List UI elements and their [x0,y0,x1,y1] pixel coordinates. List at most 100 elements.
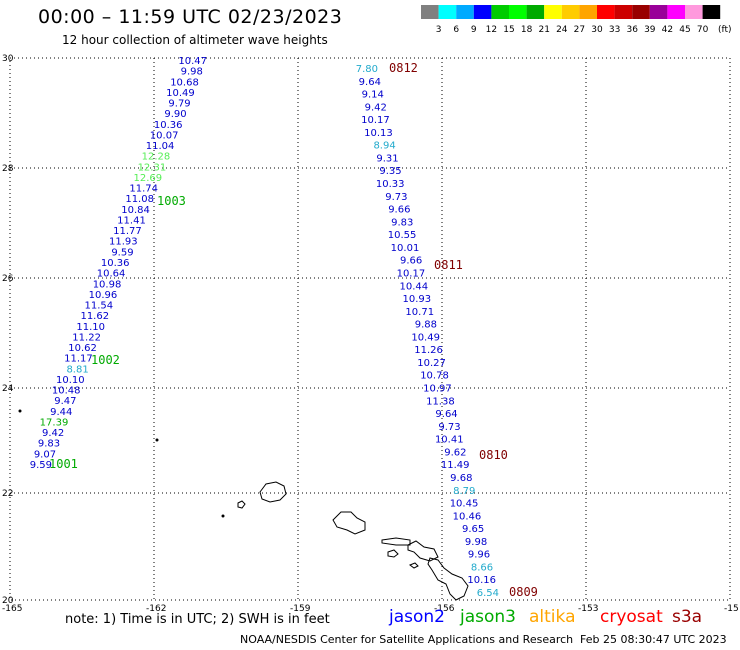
colorbar-swatch [421,5,439,19]
wave-height-value: 9.64 [359,77,381,88]
wave-height-value: 12.28 [142,152,171,163]
wave-height-value: 10.44 [400,281,429,292]
wave-height-value: 9.83 [391,217,413,228]
wave-height-value: 8.66 [471,562,493,573]
wave-height-value: 9.07 [34,449,56,460]
wave-height-value: 10.55 [388,230,417,241]
wave-height-value: 9.42 [42,428,64,439]
page-subtitle: 12 hour collection of altimeter wave hei… [62,33,328,47]
colorbar-swatch [456,5,474,19]
wave-height-value: 9.90 [164,109,186,120]
wave-height-value: 9.83 [38,439,60,450]
page-title: 00:00 – 11:59 UTC 02/23/2023 [38,6,343,28]
wave-height-value: 9.98 [181,67,203,78]
wave-height-value: 9.66 [388,205,410,216]
wave-height-value: 9.62 [444,447,466,458]
island-lanai [387,549,399,558]
island-kahoolawe [408,562,419,569]
wave-height-value: 11.38 [426,396,455,407]
wave-height-value: 12.69 [133,173,162,184]
wave-height-value: 10.10 [56,375,85,386]
colorbar-swatch [649,5,668,19]
wave-height-value: 9.44 [50,407,72,418]
track-time-label: 0809 [509,585,538,599]
colorbar-tick-label: 70 [697,25,709,35]
wave-height-value: 9.98 [465,537,487,548]
wave-height-value: 9.47 [54,396,76,407]
colorbar-tick-label: 9 [471,25,477,35]
wave-height-value: 9.88 [415,320,437,331]
colorbar-tick-label: 30 [591,25,603,35]
colorbar-swatch [544,5,562,19]
colorbar-tick-label: 36 [626,25,638,35]
map-grid: 30 28 26 24 22 20-165 -162 -159 -156 -153 -15 [2,54,739,614]
wave-height-value: 10.36 [154,120,183,131]
colorbar-swatch [526,5,545,19]
wave-height-value: 9.59 [111,247,133,258]
colorbar-tick-label: 12 [486,25,497,35]
colorbar-swatch [632,5,650,19]
wave-height-value: 10.33 [376,179,405,190]
wave-height-value: 11.77 [113,226,142,237]
wave-height-value: 9.96 [468,550,490,561]
lon-tick-label: -165 [2,604,22,614]
wave-height-value: 9.64 [435,409,457,420]
wave-height-value: 17.39 [40,417,69,428]
wave-height-value: 10.07 [150,130,179,141]
altimeter-track-east: 7.80 9.64 9.149.42 10.17 10.13 8.949.31 9.35 10… [356,61,538,599]
islet-dot [155,438,159,442]
map-frame [9,57,731,601]
wave-height-value: 10.62 [68,343,97,354]
track-time-label: 0810 [479,448,508,462]
colorbar-swatch [597,5,615,19]
wave-height-value: 10.13 [364,128,393,139]
wave-height-value: 11.17 [64,354,93,365]
wave-height-value: 10.01 [391,243,420,254]
wave-height-value: 10.36 [101,258,130,269]
colorbar-tick-label: 33 [609,25,620,35]
lon-tick-label: -153 [578,604,598,614]
wave-height-value: 11.22 [72,332,101,343]
satellite-legend-s3a: s3a [672,607,703,627]
wave-height-value: 10.71 [405,307,434,318]
wave-height-value: 11.41 [117,215,146,226]
wave-height-value: 10.49 [166,88,195,99]
island-kauai [259,481,287,503]
colorbar-tick-label: 21 [538,25,549,35]
wave-height-value: 9.68 [450,473,472,484]
wave-height-value: 10.93 [402,294,431,305]
colorbar-tick-label: 18 [521,25,533,35]
colorbar-tick-label: 15 [503,25,514,35]
wave-height-value: 11.62 [80,311,109,322]
wave-height-value: 9.73 [438,422,460,433]
wave-height-value: 12.31 [138,162,167,173]
colorbar-swatch [491,5,509,19]
wave-height-value: 7.80 [356,64,378,75]
generated-timestamp: Feb 25 08:30:47 UTC 2023 [580,633,727,646]
colorbar-tick-label: 24 [556,25,568,35]
lat-tick-label: 26 [2,274,14,284]
colorbar-swatch [667,5,685,19]
colorbar-swatch [509,5,527,19]
wave-height-value: 11.93 [109,237,138,248]
satellite-legend-jason2: jason2 [389,607,445,627]
satellite-legend-cryosat: cryosat [600,607,663,627]
track-time-label: 1001 [49,457,78,471]
colorbar-tick-label: 45 [679,25,690,35]
wave-height-value: 9.65 [462,524,484,535]
altimeter-track-west: 10.479.9810.6810.499.799.9010.3610.0711.… [30,56,207,471]
wave-height-value: 10.46 [453,511,482,522]
wave-height-value: 9.79 [168,99,190,110]
lat-tick-label: 28 [2,164,14,174]
wave-height-value: 10.49 [411,332,440,343]
colorbar-swatch [702,5,721,19]
lon-tick-label: -15 [724,604,739,614]
wave-height-value: 10.96 [89,290,118,301]
colorbar-swatch [579,5,597,19]
wave-height-value: 11.74 [129,184,158,195]
wave-height-value: 10.48 [52,386,81,397]
island-hawaii [427,557,469,601]
footer-note: note: 1) Time is in UTC; 2) SWH is in fe… [65,612,330,627]
wave-height-value: 10.64 [97,269,126,280]
